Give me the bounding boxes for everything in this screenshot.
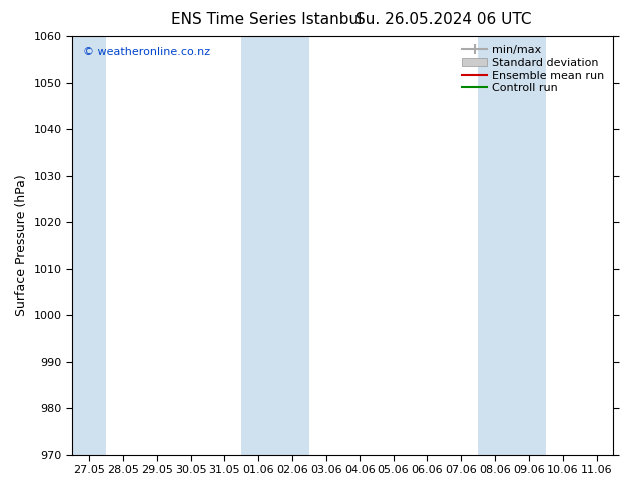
Text: Su. 26.05.2024 06 UTC: Su. 26.05.2024 06 UTC (356, 12, 531, 27)
Bar (478, 36, 546, 455)
Text: ENS Time Series Istanbul: ENS Time Series Istanbul (171, 12, 362, 27)
Bar (72, 36, 106, 455)
Text: © weatheronline.co.nz: © weatheronline.co.nz (83, 47, 210, 57)
Y-axis label: Surface Pressure (hPa): Surface Pressure (hPa) (15, 174, 28, 316)
Bar (242, 36, 309, 455)
Legend: min/max, Standard deviation, Ensemble mean run, Controll run: min/max, Standard deviation, Ensemble me… (459, 42, 608, 97)
